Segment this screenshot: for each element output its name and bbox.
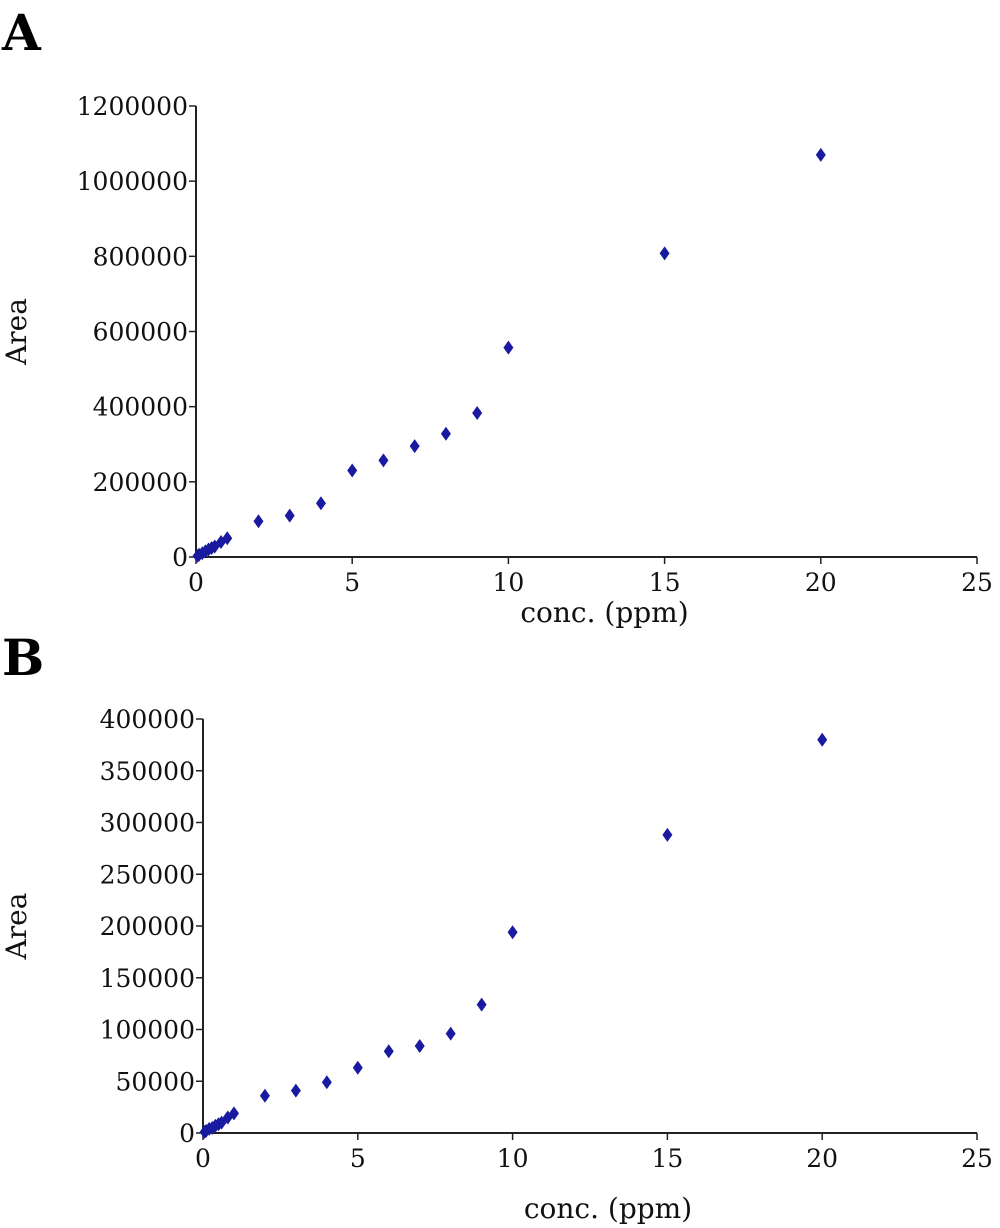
data-point: [503, 340, 514, 355]
data-point: [662, 827, 673, 842]
data-point: [472, 406, 483, 421]
y-tick-label: 1200000: [77, 92, 188, 121]
data-point: [321, 1075, 332, 1090]
x-axis-title: conc. (ppm): [524, 1192, 692, 1225]
y-tick-label: 150000: [100, 964, 195, 993]
data-point: [290, 1083, 301, 1098]
chart-panel-b: B 0 50000 100000 150000 200000 250000 300000 350…: [0, 628, 993, 1225]
data-point: [445, 1026, 456, 1041]
y-tick-label: 50000: [115, 1067, 195, 1096]
data-point: [414, 1039, 425, 1054]
data-point: [507, 925, 518, 940]
x-tick-label: 25: [961, 568, 993, 597]
data-point: [253, 514, 264, 529]
y-tick-label: 600000: [93, 318, 188, 347]
y-tick-label: 300000: [100, 809, 195, 838]
y-tick-label: 0: [172, 543, 188, 572]
data-point: [815, 147, 826, 162]
data-point: [817, 732, 828, 747]
y-tick-label: 250000: [100, 860, 195, 889]
x-tick-label: 0: [188, 568, 204, 597]
x-tick-label: 20: [805, 568, 837, 597]
x-tick-label: 10: [497, 1144, 529, 1173]
x-tick-label: 15: [651, 1144, 683, 1173]
data-point: [352, 1060, 363, 1075]
data-point: [284, 508, 295, 523]
x-axis-title: conc. (ppm): [520, 596, 688, 629]
y-tick-label: 1000000: [77, 167, 188, 196]
data-point: [259, 1088, 270, 1103]
y-tick-label: 350000: [100, 757, 195, 786]
y-axis-title: Area: [0, 893, 33, 961]
y-axis-title: Area: [0, 298, 33, 366]
data-point: [222, 531, 233, 546]
y-tick-label: 0: [179, 1119, 195, 1148]
x-tick-label: 5: [350, 1144, 366, 1173]
data-point: [315, 496, 326, 511]
x-tick-label: 0: [195, 1144, 211, 1173]
y-tick-label: 400000: [100, 705, 195, 734]
data-point: [378, 453, 389, 468]
x-tick-label: 5: [344, 568, 360, 597]
y-tick-label: 200000: [100, 912, 195, 941]
data-point: [347, 463, 358, 478]
data-point: [659, 246, 670, 261]
data-point: [440, 426, 451, 441]
y-tick-label: 100000: [100, 1016, 195, 1045]
panel-letter: A: [1, 3, 42, 62]
x-tick-label: 10: [492, 568, 524, 597]
data-point: [476, 997, 487, 1012]
chart-panel-a: A 0 200000 400000 600000 800000 1000000 1200000…: [0, 3, 993, 629]
y-tick-label: 200000: [93, 468, 188, 497]
y-tick-label: 400000: [93, 393, 188, 422]
data-point: [228, 1106, 239, 1121]
panel-letter: B: [2, 628, 44, 687]
data-point: [383, 1044, 394, 1059]
data-point: [409, 439, 420, 454]
y-tick-label: 800000: [93, 242, 188, 271]
x-tick-label: 20: [806, 1144, 838, 1173]
x-tick-label: 15: [649, 568, 681, 597]
x-tick-label: 25: [961, 1144, 993, 1173]
